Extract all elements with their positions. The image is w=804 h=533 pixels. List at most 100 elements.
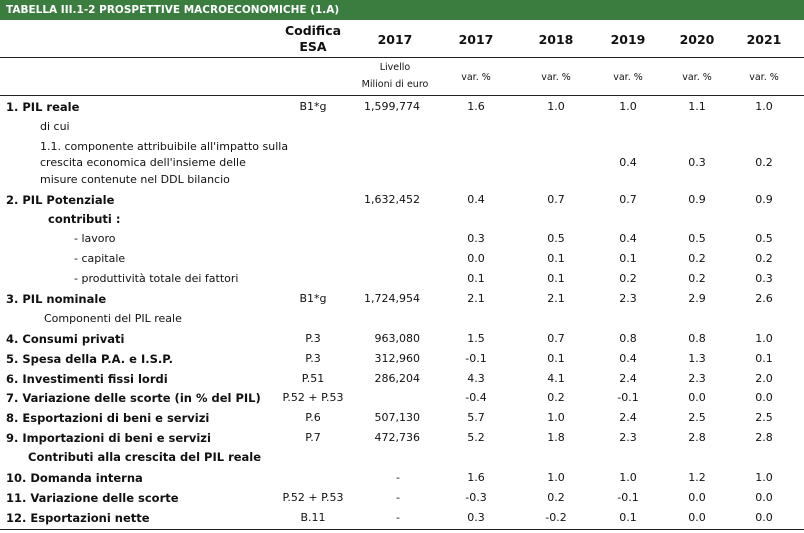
row-code: P.6 — [305, 411, 321, 424]
divider-header — [0, 95, 804, 96]
row-label: Componenti del PIL reale — [44, 312, 182, 325]
row-code: B1*g — [299, 292, 327, 305]
row-value: 0.2 — [688, 272, 706, 285]
row-value: 0.3 — [467, 232, 485, 245]
row-value: 0.2 — [688, 252, 706, 265]
row-value: 0.1 — [467, 272, 485, 285]
row-label: 11. Variazione delle scorte — [6, 491, 179, 505]
row-value: 0.4 — [619, 232, 637, 245]
row-value: 2.1 — [547, 292, 565, 305]
row-value: 0.7 — [547, 332, 565, 345]
row-label: di cui — [40, 120, 70, 133]
row-value: 0.0 — [688, 391, 706, 404]
row-value: 5.2 — [467, 431, 485, 444]
row-label: 10. Domanda interna — [6, 471, 143, 485]
row-level: 963,080 — [374, 332, 421, 345]
row-value: 0.1 — [547, 272, 565, 285]
header-var-2017: var. % — [461, 72, 491, 83]
row-value: 0.3 — [688, 156, 706, 169]
header-year-2017: 2017 — [458, 32, 494, 47]
row-value: 1.3 — [688, 352, 706, 365]
row-label: Contributi alla crescita del PIL reale — [28, 450, 262, 464]
row-value: -0.3 — [465, 491, 487, 504]
row-level: 507,130 — [374, 411, 421, 424]
row-value: 0.2 — [547, 491, 565, 504]
row-level: 286,204 — [374, 372, 421, 385]
row-value: 5.7 — [467, 411, 485, 424]
header-year-2019: 2019 — [610, 32, 646, 47]
row-code: B.11 — [300, 511, 326, 524]
row-value: 0.0 — [467, 252, 485, 265]
row-value: 1.5 — [467, 332, 485, 345]
row-value: 0.9 — [688, 193, 706, 206]
row-label: 2. PIL Potenziale — [6, 193, 115, 207]
row-value: 2.3 — [619, 292, 637, 305]
row-value: 1.0 — [755, 471, 773, 484]
row-value: 0.4 — [619, 352, 637, 365]
row-value: 2.1 — [467, 292, 485, 305]
divider-top — [0, 57, 804, 58]
row-value: 0.2 — [755, 252, 773, 265]
divider-bottom — [0, 529, 804, 530]
row-label: 12. Esportazioni nette — [6, 511, 150, 525]
row-value: 0.2 — [619, 272, 637, 285]
row-label: 5. Spesa della P.A. e I.S.P. — [6, 352, 173, 366]
row-code: B1*g — [299, 100, 327, 113]
header-year-2020: 2020 — [679, 32, 715, 47]
row-value: 1.1 — [688, 100, 706, 113]
row-value: 0.0 — [755, 391, 773, 404]
row-value: -0.1 — [617, 491, 639, 504]
row-value: 0.1 — [547, 252, 565, 265]
row-value: 1.0 — [619, 471, 637, 484]
row-value: 2.3 — [688, 372, 706, 385]
row-value: 2.5 — [755, 411, 773, 424]
row-value: 0.1 — [755, 352, 773, 365]
header-year-2018: 2018 — [538, 32, 574, 47]
row-value: 1.0 — [547, 411, 565, 424]
row-value: 2.9 — [688, 292, 706, 305]
row-value: 0.1 — [619, 252, 637, 265]
row-label: - lavoro — [74, 232, 116, 245]
row-level: 312,960 — [374, 352, 421, 365]
row-label: 4. Consumi privati — [6, 332, 125, 346]
row-value: 0.7 — [619, 193, 637, 206]
row-level: 1,599,774 — [364, 100, 420, 113]
row-value: 2.6 — [755, 292, 773, 305]
row-value: 2.5 — [688, 411, 706, 424]
row-value: 0.5 — [547, 232, 565, 245]
header-year-2021: 2021 — [746, 32, 782, 47]
row-label: 6. Investimenti fissi lordi — [6, 372, 168, 386]
row-value: 0.5 — [755, 232, 773, 245]
row-value: 2.8 — [755, 431, 773, 444]
row-label: 8. Esportazioni di beni e servizi — [6, 411, 210, 425]
row-value: 1.8 — [547, 431, 565, 444]
header-var-2019: var. % — [613, 72, 643, 83]
row-value: 0.4 — [619, 156, 637, 169]
header-esa: ESA — [299, 39, 327, 54]
row-value: 0.8 — [688, 332, 706, 345]
header-livello: Livello — [379, 62, 411, 73]
row-value: 0.8 — [619, 332, 637, 345]
header-year-level: 2017 — [377, 32, 413, 47]
row-value: 2.3 — [619, 431, 637, 444]
row-code: P.52 + P.53 — [282, 491, 344, 504]
row-code: P.51 — [301, 372, 325, 385]
row-value: 0.0 — [755, 511, 773, 524]
row-value: 0.1 — [619, 511, 637, 524]
table-title: TABELLA III.1-2 PROSPETTIVE MACROECONOMI… — [0, 0, 804, 20]
row-value: 4.1 — [547, 372, 565, 385]
row-value: 1.0 — [755, 100, 773, 113]
row-code: P.3 — [305, 332, 321, 345]
row-value: -0.1 — [617, 391, 639, 404]
row-label: 1.1. componente attribuibile all'impatto… — [40, 140, 289, 153]
row-value: 0.3 — [467, 511, 485, 524]
row-label: 3. PIL nominale — [6, 292, 107, 306]
row-value: 1.0 — [619, 100, 637, 113]
row-value: 0.0 — [688, 491, 706, 504]
row-value: -0.1 — [465, 352, 487, 365]
row-value: 1.0 — [547, 471, 565, 484]
row-value: 1.2 — [688, 471, 706, 484]
row-value: 0.7 — [547, 193, 565, 206]
row-value: 0.0 — [688, 511, 706, 524]
